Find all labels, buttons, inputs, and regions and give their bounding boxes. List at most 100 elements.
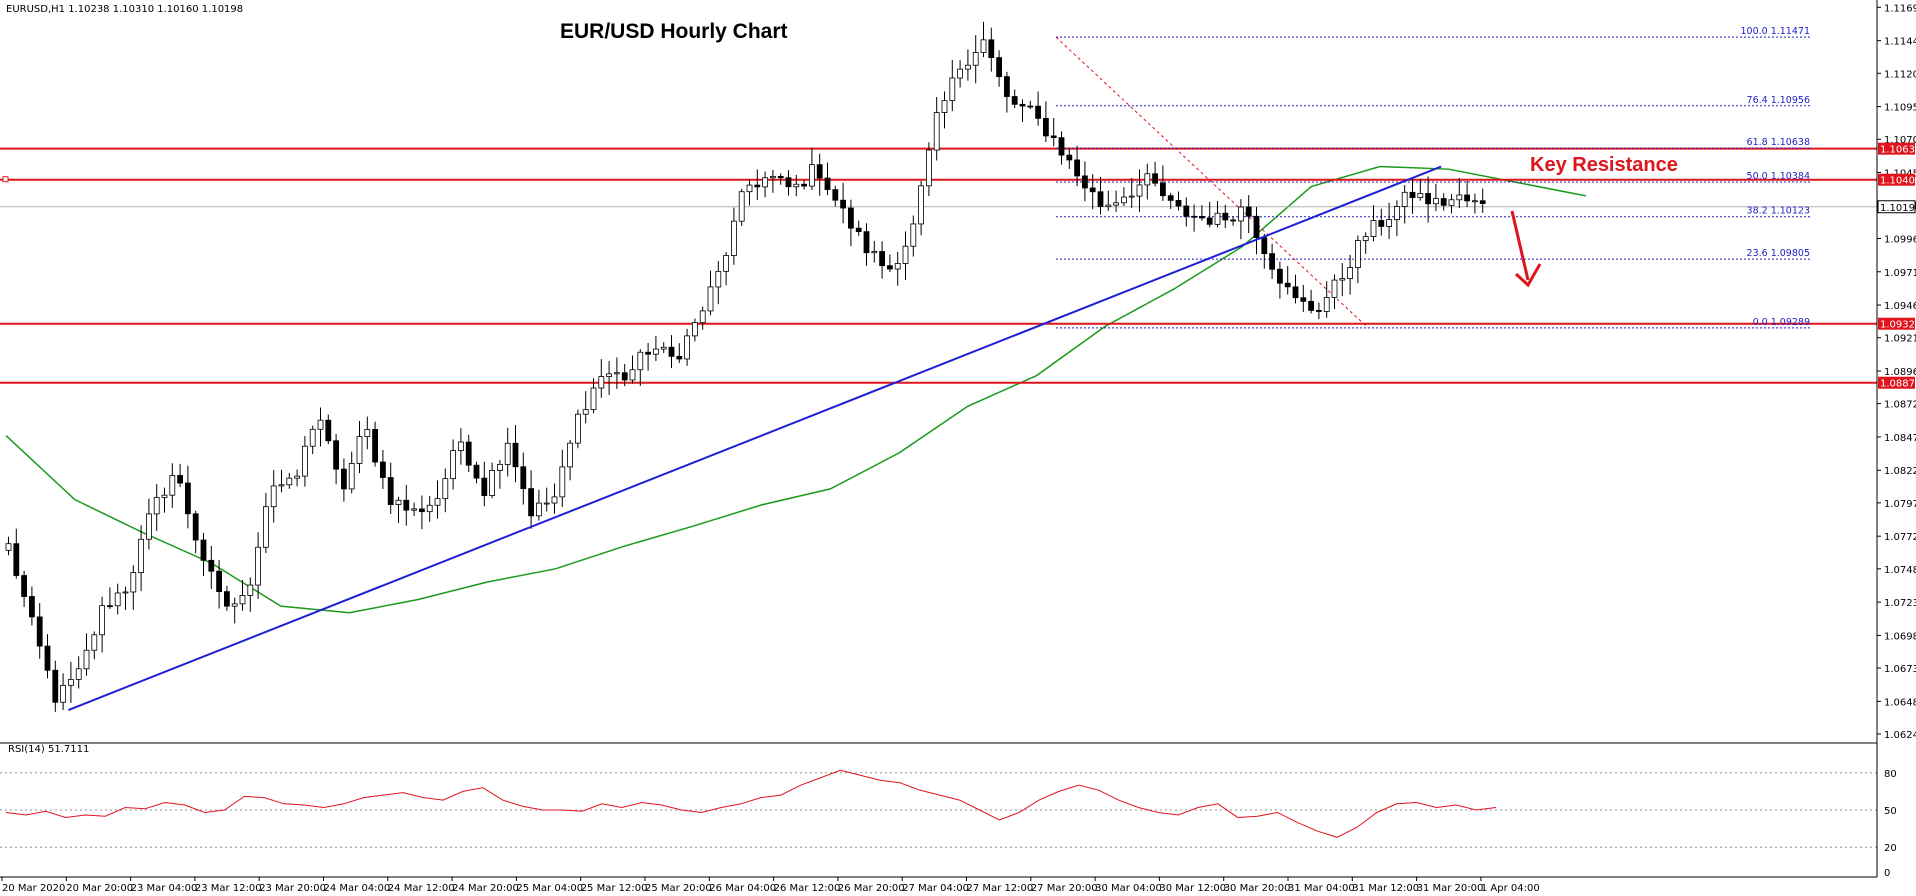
candlestick [1004,71,1010,113]
candlestick [364,416,371,450]
candlestick [933,96,940,161]
candlestick [356,421,363,474]
candlestick [1206,201,1213,228]
candlestick [567,439,573,481]
candlestick [52,660,59,712]
candlestick [1300,284,1307,312]
candlestick [418,495,425,530]
candle-body [184,482,191,515]
candlestick [1277,261,1283,299]
candlestick [879,241,885,279]
candle-body [1362,236,1369,241]
candlestick [1058,131,1065,165]
price-tick-label: 1.11695 [1884,3,1916,14]
candlestick [403,484,410,526]
candle-body [933,112,940,151]
candle-body [1206,217,1213,225]
candle-body [887,265,893,270]
candle-body [770,175,776,179]
fibonacci-level-label: 76.4 1.10956 [1747,95,1810,106]
candle-body [590,387,597,411]
candlestick [715,260,722,305]
price-tick-label: 1.09960 [1884,234,1916,245]
candlestick [1066,149,1073,169]
candlestick [68,661,74,703]
candlestick [333,434,340,485]
time-tick-label: 26 Mar 12:00 [774,883,841,894]
candlestick [614,357,620,389]
price-level-box [1878,376,1915,389]
fibonacci-level-label: 61.8 1.10638 [1747,137,1810,148]
candle-body [980,39,987,53]
candlestick [1167,192,1174,210]
candle-body [1401,191,1408,207]
price-tick-label: 1.08720 [1884,400,1916,411]
candlestick [270,470,277,523]
fibonacci-level-label: 100.0 1.11471 [1740,26,1810,37]
candlestick [1199,205,1205,221]
candlestick [301,435,308,487]
candlestick [512,425,519,483]
candle-body [653,348,659,355]
candle-body [1456,194,1463,201]
candlestick [941,91,948,129]
candle-body [200,539,207,561]
candle-body [216,570,223,593]
candlestick [988,27,995,72]
price-tick-label: 1.07725 [1884,532,1916,543]
candlestick [965,49,971,81]
candle-body [247,584,254,596]
candle-body [1440,198,1447,206]
candlestick [177,463,184,488]
candlestick [489,462,496,499]
moving-average-layer [5,165,1587,614]
candlestick [1339,263,1346,297]
candlestick [621,363,628,387]
time-tick-label: 30 Mar 20:00 [1224,883,1291,894]
candle-body [645,351,651,355]
candle-body [481,477,488,496]
candle-body [1191,215,1197,218]
bullish-trendline [68,165,1442,711]
candle-body [1066,154,1073,161]
rsi-level-label: 20 [1884,843,1897,854]
candle-body [5,543,12,551]
candle-body [161,494,168,498]
moving-average-line [5,165,1587,614]
candlestick [894,251,901,286]
candlestick [379,449,386,490]
price-tick-label: 1.06240 [1884,730,1916,741]
candlestick [75,656,82,689]
candle-body [972,52,979,66]
candle-body [169,475,176,496]
candlestick [1050,117,1057,147]
candle-body [879,251,885,267]
time-tick-label: 24 Mar 12:00 [388,883,455,894]
candle-body [918,185,924,225]
candle-body [333,440,340,470]
candlestick [28,586,35,626]
rsi-level-label: 50 [1884,806,1897,817]
fibonacci-level-label: 23.6 1.09805 [1747,248,1810,259]
candlestick [348,451,355,494]
candle-body [1316,310,1322,312]
candlestick [1292,274,1299,304]
candlestick [738,188,745,226]
candlestick [262,492,269,554]
candle-body [473,464,480,479]
candle-body [910,223,917,247]
candlestick [785,170,792,196]
price-tick-label: 1.07230 [1884,598,1916,609]
candle-body [28,596,35,618]
candlestick [551,483,558,514]
candlestick [1456,177,1463,209]
candlestick [1425,176,1431,223]
candle-body [1433,198,1439,205]
rsi-label: RSI(14) 51.7111 [8,744,89,755]
candlestick [426,496,433,522]
time-tick-label: 20 Mar 2020 [2,883,65,894]
time-tick-label: 24 Mar 20:00 [452,883,519,894]
candle-body [13,543,20,576]
candlestick [653,336,659,362]
